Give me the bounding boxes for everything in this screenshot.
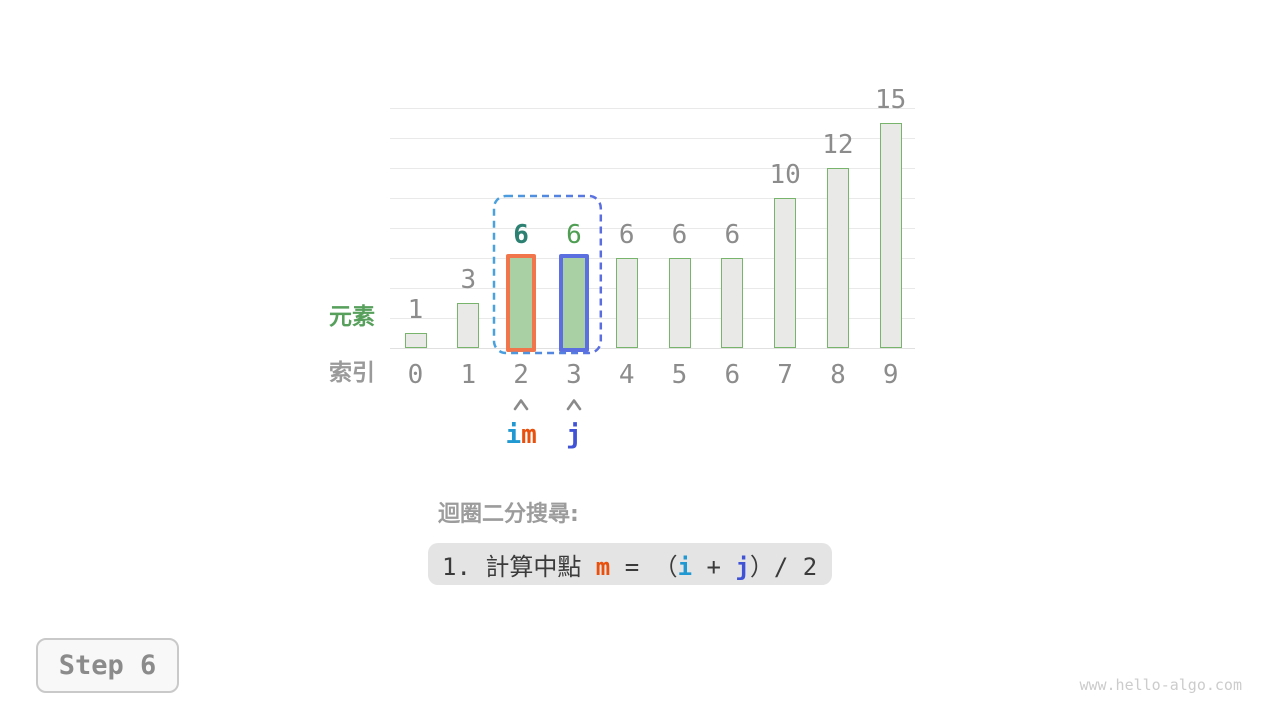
gridline: [390, 258, 915, 259]
formula-segment: i: [677, 552, 693, 581]
bar: [774, 198, 797, 348]
index-label: 4: [618, 360, 635, 390]
bar: [404, 333, 427, 348]
value-label: 3: [460, 265, 477, 295]
value-label: 6: [566, 220, 582, 250]
value-label: 6: [724, 220, 741, 250]
value-label: 12: [822, 130, 854, 160]
index-label: 0: [407, 360, 424, 390]
value-label: 10: [769, 160, 801, 190]
formula-segment: ）/ 2: [749, 552, 818, 581]
formula-segment: = （: [610, 552, 678, 581]
watermark: www.hello-algo.com: [1079, 676, 1242, 694]
index-label: 7: [777, 360, 793, 390]
pointer-i: i: [505, 420, 522, 450]
caret-up-icon: [513, 399, 529, 411]
formula-segment: 1. 計算中點: [442, 552, 596, 581]
index-label: 5: [671, 360, 688, 390]
gridline: [390, 108, 915, 109]
value-label: 6: [513, 220, 529, 250]
bar: [879, 123, 902, 348]
value-label: 6: [671, 220, 688, 250]
step-badge-label: Step 6: [58, 650, 157, 681]
bar: [668, 258, 691, 348]
gridline: [390, 288, 915, 289]
gridline: [390, 198, 915, 199]
pointer-m: m: [521, 420, 537, 450]
element-row-label: 元素: [329, 304, 375, 330]
index-label: 2: [513, 360, 529, 390]
bar-highlighted: [558, 254, 589, 352]
formula-text: 1. 計算中點 m = （i + j）/ 2: [442, 547, 817, 582]
bar: [721, 258, 744, 348]
search-window-outline: [492, 194, 603, 355]
formula-segment: j: [735, 552, 750, 581]
x-axis-line: [390, 348, 915, 349]
index-row-label: 索引: [329, 360, 375, 386]
formula-box: 1. 計算中點 m = （i + j）/ 2: [428, 543, 832, 585]
formula-segment: +: [692, 552, 736, 581]
bar: [457, 303, 480, 348]
bar-highlighted: [506, 254, 537, 352]
formula-segment: m: [595, 552, 611, 581]
index-label: 1: [460, 360, 477, 390]
pointer-j: j: [566, 420, 582, 450]
bar: [615, 258, 638, 348]
index-label: 9: [882, 360, 899, 390]
index-label: 3: [566, 360, 582, 390]
gridline: [390, 168, 915, 169]
step-badge: Step 6: [36, 638, 179, 693]
pointer-label: j: [534, 420, 614, 450]
value-label: 6: [618, 220, 635, 250]
pointer-label: im: [481, 420, 561, 450]
index-label: 8: [830, 360, 846, 390]
value-label: 15: [875, 85, 907, 115]
bar: [826, 168, 849, 348]
caption: 迴圈二分搜尋:: [438, 502, 579, 527]
gridline: [390, 138, 915, 139]
gridline: [390, 318, 915, 319]
caret-up-icon: [566, 399, 582, 411]
value-label: 1: [407, 295, 424, 325]
gridline: [390, 228, 915, 229]
index-label: 6: [724, 360, 741, 390]
